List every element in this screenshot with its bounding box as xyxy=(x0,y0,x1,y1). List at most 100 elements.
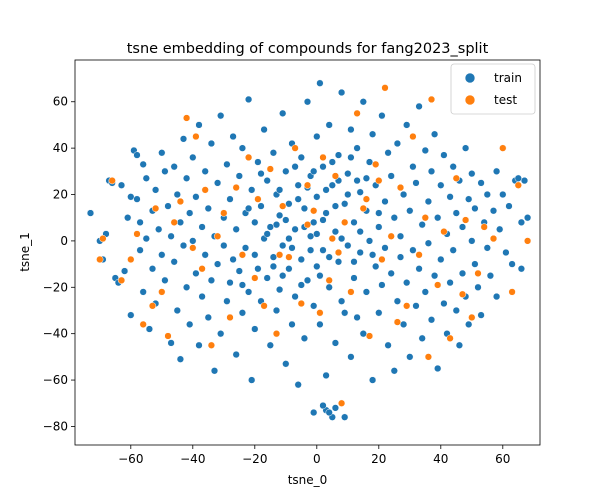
data-point-test xyxy=(458,290,467,298)
data-point-test xyxy=(220,209,228,217)
data-point-train xyxy=(313,193,321,201)
data-point-test xyxy=(347,288,355,296)
data-point-train xyxy=(251,251,259,259)
data-point-train xyxy=(424,197,433,206)
data-point-test xyxy=(461,216,470,224)
data-point-test xyxy=(291,144,299,152)
data-point-test xyxy=(424,353,433,361)
data-point-train xyxy=(362,174,371,182)
data-point-test xyxy=(176,197,185,206)
data-point-train xyxy=(220,241,228,250)
legend-box xyxy=(450,63,536,115)
y-tick-label: −60 xyxy=(43,373,68,387)
data-point-train xyxy=(195,341,203,349)
data-point-train xyxy=(223,160,231,169)
data-point-train xyxy=(461,144,470,152)
y-tick-label: 40 xyxy=(53,141,68,155)
data-point-train xyxy=(142,174,150,182)
data-point-test xyxy=(201,186,209,194)
data-point-train xyxy=(229,132,237,141)
data-point-train xyxy=(192,269,200,278)
data-point-train xyxy=(235,267,243,275)
x-tick-label: 40 xyxy=(433,452,448,466)
data-point-train xyxy=(275,211,284,220)
data-point-test xyxy=(254,195,262,203)
data-point-train xyxy=(477,311,485,319)
data-point-train xyxy=(424,239,433,247)
data-point-train xyxy=(325,253,333,261)
data-point-train xyxy=(167,339,175,347)
data-point-train xyxy=(517,218,526,226)
data-point-train xyxy=(133,151,141,159)
data-point-train xyxy=(86,209,95,217)
data-point-train xyxy=(213,260,222,268)
data-point-train xyxy=(127,193,135,201)
data-point-train xyxy=(458,223,467,231)
data-point-train xyxy=(269,253,278,261)
data-point-train xyxy=(238,281,247,289)
data-point-train xyxy=(499,190,507,199)
data-point-train xyxy=(384,149,392,157)
data-point-train xyxy=(322,186,330,194)
x-tick-label: 60 xyxy=(495,452,510,466)
data-point-train xyxy=(266,223,274,231)
data-point-train xyxy=(328,181,336,189)
data-point-test xyxy=(213,232,222,240)
data-point-train xyxy=(465,320,473,329)
data-point-test xyxy=(362,195,371,203)
y-tick-label: −20 xyxy=(43,280,68,294)
data-point-train xyxy=(393,139,402,148)
data-point-test xyxy=(266,165,274,173)
data-point-test xyxy=(251,274,259,282)
data-point-train xyxy=(217,330,225,338)
data-point-train xyxy=(489,207,498,215)
data-point-train xyxy=(341,413,349,421)
data-point-train xyxy=(381,197,389,206)
data-point-train xyxy=(182,174,191,182)
data-point-test xyxy=(359,204,367,213)
data-point-train xyxy=(176,218,185,226)
data-point-test xyxy=(393,318,402,326)
data-point-train xyxy=(412,302,420,310)
data-point-train xyxy=(368,251,377,259)
data-point-train xyxy=(189,153,197,162)
data-point-train xyxy=(474,283,482,291)
data-point-train xyxy=(449,163,457,171)
data-point-test xyxy=(421,214,429,222)
data-point-test xyxy=(232,183,240,192)
data-point-train xyxy=(523,214,532,222)
data-point-test xyxy=(279,202,287,210)
data-point-train xyxy=(434,214,442,222)
data-point-train xyxy=(390,367,398,375)
data-point-train xyxy=(483,244,491,252)
data-point-train xyxy=(440,151,448,159)
data-point-train xyxy=(350,258,358,266)
data-point-train xyxy=(316,272,324,280)
data-point-test xyxy=(446,334,454,342)
plot-frame xyxy=(74,59,541,446)
data-point-test xyxy=(372,160,380,169)
y-tick-label: −40 xyxy=(43,327,68,341)
data-point-train xyxy=(446,193,454,201)
data-point-train xyxy=(282,360,290,368)
x-tick-label: 0 xyxy=(313,452,321,466)
data-point-train xyxy=(213,179,222,187)
data-point-train xyxy=(145,325,154,333)
data-point-test xyxy=(319,153,327,162)
data-point-train xyxy=(226,195,234,203)
data-point-train xyxy=(375,209,383,217)
data-point-train xyxy=(409,246,417,254)
data-point-train xyxy=(452,306,460,315)
data-point-test xyxy=(365,332,374,340)
data-point-train xyxy=(282,167,290,175)
data-point-train xyxy=(192,193,200,201)
data-point-train xyxy=(204,204,212,213)
data-point-train xyxy=(520,176,529,185)
data-point-train xyxy=(226,279,234,287)
data-point-test xyxy=(440,227,448,236)
data-point-train xyxy=(238,309,247,317)
data-point-train xyxy=(310,167,318,175)
data-point-test xyxy=(381,84,389,92)
data-point-train xyxy=(325,408,333,417)
